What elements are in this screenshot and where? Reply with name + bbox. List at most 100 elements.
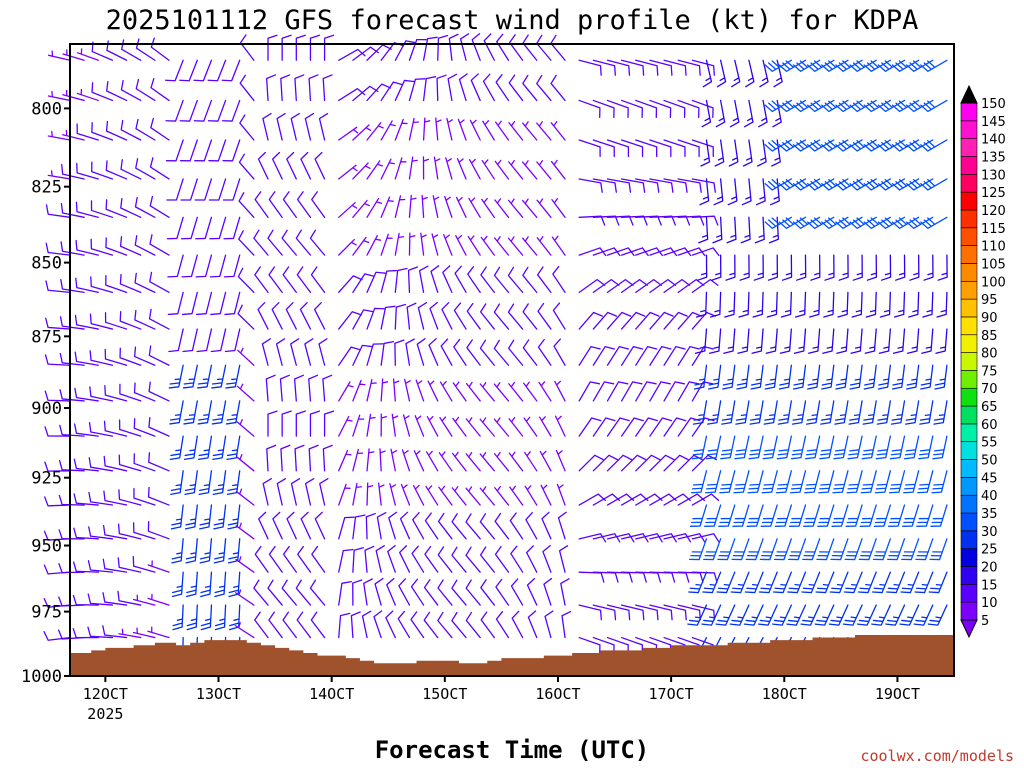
- colorbar-bottom-arrow: [960, 619, 978, 639]
- wind-barb: [649, 604, 673, 621]
- wind-barb: [606, 278, 634, 294]
- wind-barb: [182, 364, 198, 389]
- wind-barb: [286, 511, 297, 540]
- wind-barb: [578, 604, 602, 621]
- wind-barb: [494, 159, 510, 180]
- wind-barb: [635, 311, 660, 330]
- wind-barb: [446, 117, 454, 141]
- wind-barb: [803, 504, 821, 527]
- wind-barb: [849, 364, 863, 390]
- wind-barb: [767, 254, 779, 281]
- wind-barb: [209, 216, 227, 240]
- wind-barb: [554, 380, 566, 402]
- wind-barb: [835, 59, 863, 72]
- wind-barb: [863, 364, 877, 390]
- wind-barb: [266, 74, 277, 102]
- wind-barb: [860, 470, 877, 494]
- wind-barb: [366, 197, 383, 218]
- wind-barb: [778, 139, 807, 152]
- wind-barb: [254, 545, 269, 573]
- wind-barb: [365, 512, 376, 540]
- wind-barb: [769, 178, 780, 206]
- wind-barb: [663, 178, 688, 193]
- x-tick-label: 14OCT: [309, 685, 354, 703]
- wind-barb: [550, 34, 566, 61]
- wind-barb: [73, 527, 99, 540]
- wind-barb: [280, 444, 291, 472]
- wind-barb: [779, 328, 792, 354]
- wind-barb: [366, 448, 375, 472]
- wind-barb: [724, 291, 736, 318]
- wind-barb: [480, 266, 495, 294]
- wind-barb: [44, 354, 71, 366]
- wind-barb: [47, 50, 71, 61]
- wind-barb: [352, 448, 364, 472]
- colorbar-swatch: [960, 156, 978, 175]
- wind-barb: [165, 139, 184, 162]
- wind-barb: [733, 470, 750, 494]
- wind-barb: [807, 364, 821, 390]
- wind-barb: [323, 410, 335, 437]
- wind-barb: [722, 364, 736, 390]
- wind-barb: [268, 545, 283, 573]
- wind-barb: [688, 571, 708, 594]
- wind-barb: [366, 307, 385, 330]
- wind-barb: [88, 526, 114, 540]
- wind-barb: [237, 267, 255, 294]
- wind-barb: [801, 571, 821, 594]
- wind-barb: [663, 59, 687, 76]
- wind-barb: [422, 117, 431, 141]
- wind-barb: [338, 483, 351, 506]
- wind-barb: [479, 486, 495, 506]
- wind-barb: [760, 504, 778, 527]
- wind-barb: [413, 450, 425, 472]
- wind-barb: [422, 156, 430, 180]
- wind-barb: [394, 303, 407, 330]
- wind-barb: [649, 278, 677, 294]
- wind-barb: [863, 139, 892, 152]
- wind-barb: [635, 215, 662, 226]
- wind-barb: [691, 247, 720, 257]
- wind-barb: [118, 628, 142, 639]
- wind-barb: [171, 538, 184, 564]
- wind-barb: [338, 202, 358, 218]
- wind-barb: [522, 34, 538, 61]
- colorbar-label: 35: [981, 507, 998, 522]
- wind-barb: [135, 158, 156, 180]
- wind-barb: [791, 400, 807, 425]
- wind-barb: [858, 538, 877, 561]
- wind-barb: [620, 278, 648, 294]
- wind-barb: [207, 59, 227, 82]
- wind-barb: [774, 504, 792, 527]
- wind-barb: [550, 74, 566, 102]
- wind-barb: [620, 604, 645, 621]
- wind-barb: [297, 545, 312, 573]
- wind-barb: [927, 604, 948, 626]
- x-axis: 12OCT 2025 13OCT 14OCT 15OCT 16OCT 17OCT 18OCT 1…: [83, 676, 920, 723]
- wind-barb: [710, 291, 722, 318]
- wind-barb: [890, 400, 906, 425]
- wind-barb: [197, 435, 213, 461]
- wind-barb: [257, 151, 269, 180]
- wind-barb: [119, 236, 142, 256]
- wind-barb: [412, 511, 425, 540]
- wind-barb: [493, 339, 510, 366]
- wind-barb: [308, 374, 319, 402]
- credit-link[interactable]: coolwx.com/models: [860, 747, 1014, 765]
- wind-barb: [417, 301, 428, 330]
- wind-barb: [182, 328, 198, 353]
- wind-barb: [732, 504, 750, 527]
- wind-barb: [821, 364, 835, 390]
- wind-barb: [380, 233, 393, 256]
- wind-barb: [304, 338, 314, 366]
- wind-barb: [493, 382, 510, 402]
- wind-barb: [931, 470, 948, 494]
- colorbar-label: 55: [981, 436, 998, 451]
- wind-barb: [89, 386, 114, 402]
- wind-barb: [928, 571, 948, 594]
- wind-barb: [835, 364, 849, 390]
- wind-barb: [820, 400, 835, 425]
- wind-barb: [719, 470, 736, 494]
- wind-barb: [119, 310, 142, 330]
- wind-barb: [290, 478, 301, 506]
